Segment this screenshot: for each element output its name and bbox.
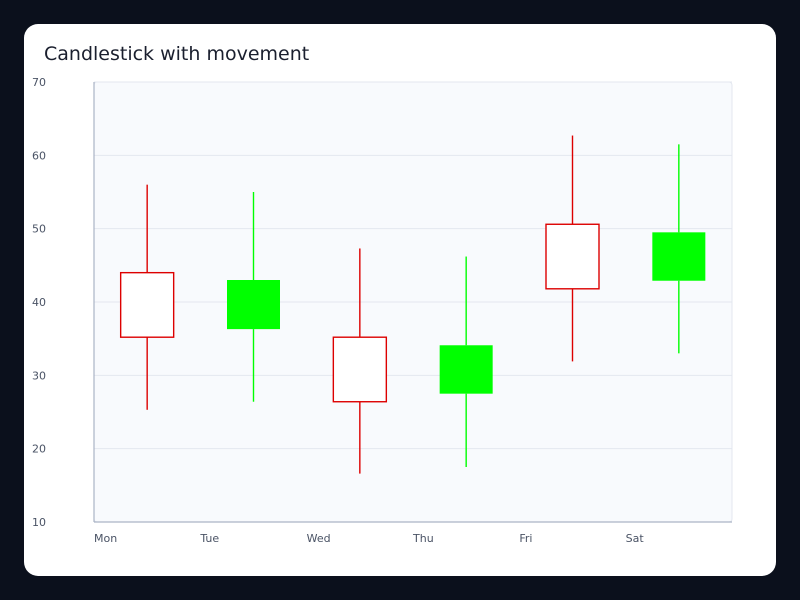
candle-mon <box>119 184 175 410</box>
candle-body <box>332 336 388 403</box>
y-tick-label: 30 <box>32 369 46 382</box>
y-axis-ticks: 10 20 30 40 50 60 70 <box>32 76 46 529</box>
x-tick-label: Mon <box>94 532 117 545</box>
chart-title: Candlestick with movement <box>44 43 310 65</box>
candle-body <box>545 223 600 290</box>
y-tick-label: 70 <box>32 76 46 89</box>
candle-wed <box>332 248 388 474</box>
y-tick-label: 20 <box>32 443 46 456</box>
candle-body <box>439 345 493 394</box>
y-tick-label: 50 <box>32 223 46 236</box>
candle-thu <box>439 256 493 467</box>
y-tick-label: 60 <box>32 149 46 162</box>
y-tick-label: 10 <box>32 516 46 529</box>
candle-body <box>119 271 175 338</box>
x-axis-ticks: Mon Tue Wed Thu Fri Sat <box>94 532 644 545</box>
candles <box>119 135 706 474</box>
grid-lines <box>94 81 732 450</box>
candlestick-chart: 10 20 30 40 50 60 70 Mon Tue Wed Thu Fri Sat <box>32 76 733 545</box>
candle-body <box>652 232 706 281</box>
y-tick-label: 40 <box>32 296 46 309</box>
candle-tue <box>227 192 280 402</box>
x-tick-label: Sat <box>626 532 645 545</box>
chart-card: Candlestick with movement 10 20 30 40 50 60 70… <box>24 24 776 576</box>
x-tick-label: Tue <box>199 532 219 545</box>
x-tick-label: Fri <box>519 532 532 545</box>
candle-sat <box>652 144 706 354</box>
candle-body <box>227 280 280 330</box>
x-tick-label: Thu <box>412 532 434 545</box>
candle-fri <box>545 135 600 362</box>
x-tick-label: Wed <box>307 532 331 545</box>
